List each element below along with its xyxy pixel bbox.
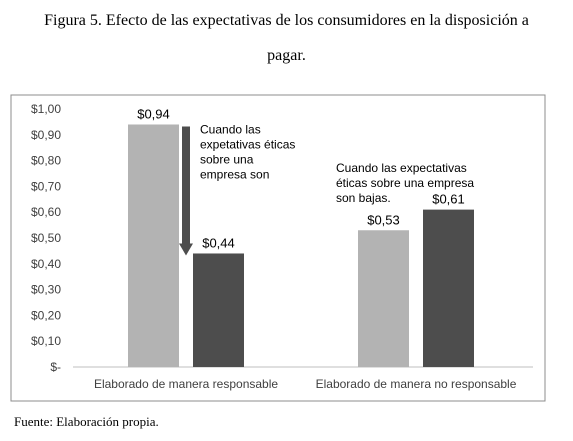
bar-value-label: $0,61	[432, 192, 465, 207]
y-tick-label: $1,00	[31, 102, 61, 116]
figure-caption-line-1: Figura 5. Efecto de las expectativas de …	[44, 12, 529, 29]
annotation-text: empresa son	[200, 167, 269, 181]
bar-value-label: $0,94	[137, 106, 170, 121]
y-tick-label: $-	[50, 360, 61, 374]
bar-value-label: $0,44	[202, 235, 235, 250]
bar	[358, 230, 409, 367]
y-tick-label: $0,80	[31, 154, 61, 168]
annotation-text: son bajas.	[336, 191, 391, 205]
y-tick-label: $0,60	[31, 205, 61, 219]
source-note: Fuente: Elaboración propia.	[14, 414, 159, 429]
annotation-text: expetativas éticas	[200, 137, 295, 151]
y-tick-label: $0,30	[31, 283, 61, 297]
figure-caption-line-2: pagar.	[267, 47, 306, 64]
bar	[423, 209, 474, 367]
y-tick-label: $0,90	[31, 128, 61, 142]
y-tick-label: $0,50	[31, 231, 61, 245]
y-tick-label: $0,10	[31, 334, 61, 348]
annotation-text: Cuando las	[200, 122, 261, 136]
bar-value-label: $0,53	[367, 212, 400, 227]
annotation-text: Cuando las expectativas	[336, 161, 467, 175]
bar	[128, 124, 179, 367]
y-tick-label: $0,70	[31, 179, 61, 193]
y-tick-label: $0,20	[31, 308, 61, 322]
x-category-label: Elaborado de manera responsable	[94, 377, 278, 391]
x-category-label: Elaborado de manera no responsable	[316, 377, 517, 391]
y-tick-label: $0,40	[31, 257, 61, 271]
annotation-text: sobre una	[200, 152, 254, 166]
bar	[193, 253, 244, 367]
annotation-text: éticas sobre una empresa	[336, 176, 474, 190]
down-arrow-icon	[179, 126, 193, 256]
